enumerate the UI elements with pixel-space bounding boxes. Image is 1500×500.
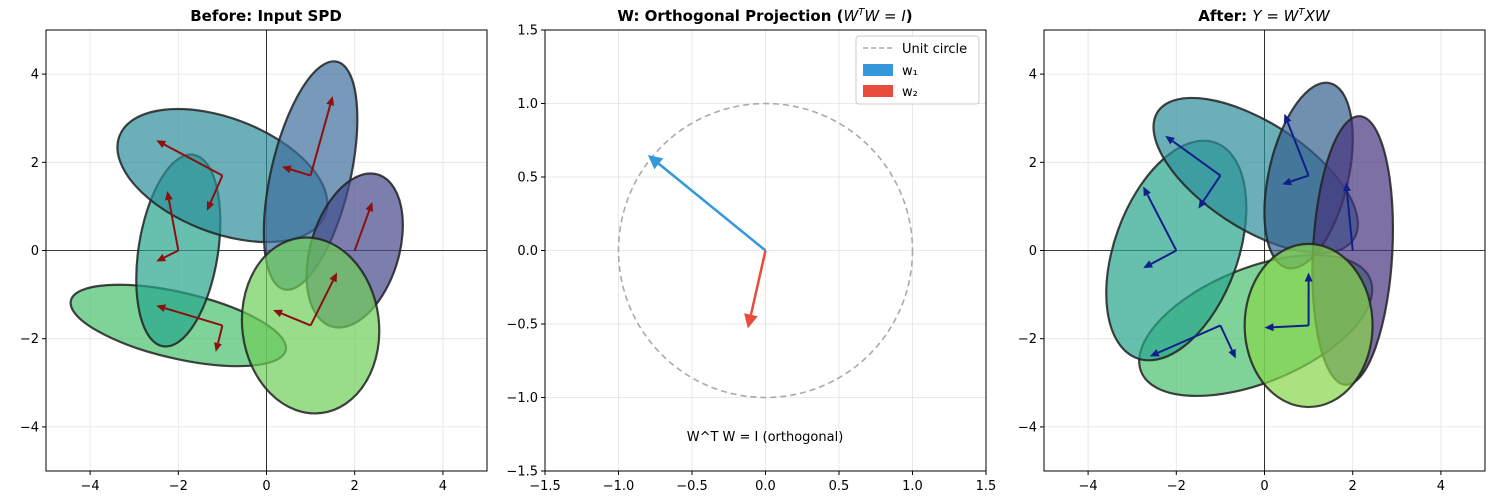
projection-arrowhead-w1 (647, 154, 664, 170)
projection-vector-w2 (749, 250, 767, 316)
eigenvector-arrow-8 (1290, 174, 1309, 183)
plot-area (1044, 30, 1485, 471)
y-tick-label: −4 (20, 420, 39, 435)
eigenvector-arrowhead-4 (1143, 260, 1154, 269)
eigenvector-arrowhead-11 (273, 309, 283, 318)
x-tick-label: 0.5 (829, 479, 850, 494)
eigenvector-arrow-11 (281, 312, 311, 327)
eigenvector-arrowhead-2 (214, 342, 222, 352)
eigenvector-arrow-8 (290, 168, 311, 177)
y-tick-label: 4 (1029, 68, 1037, 83)
panel-after-projection: −4 −2 0 2 4 −4 −2 0 2 4 (1018, 29, 1486, 494)
projection-vector-w1 (657, 162, 767, 252)
eigenvector-arrowhead-6 (206, 200, 215, 211)
x-tick-label: 1.0 (902, 479, 923, 494)
plot-area (617, 102, 914, 399)
eigenvector-arrowhead-11 (1264, 323, 1274, 332)
x-tick-label: 0 (262, 479, 270, 494)
legend: Unit circle w₁ w₂ (855, 35, 980, 105)
panel-orthogonal-projection: −1.5 −1.0 −0.5 0.0 0.5 1.0 1.5 −1.5 −1.0 −0.5 0.0 0… (506, 24, 996, 495)
y-tick-label: 4 (31, 68, 39, 83)
eigenvector-arrow-6 (209, 175, 224, 203)
x-tick-label: −4 (81, 479, 100, 494)
eigenvector-arrow-11 (1273, 324, 1309, 329)
x-tick-label: −1.5 (529, 479, 561, 494)
y-tick-label: 2 (1029, 156, 1037, 171)
x-tick-label: 4 (439, 479, 447, 494)
x-tick-label: 0.0 (755, 479, 776, 494)
legend-w2-label: w₂ (902, 85, 918, 100)
eigenvector-arrowhead-9 (1342, 182, 1351, 192)
projection-arrowhead-w2 (744, 313, 758, 329)
panel-1-title: Before: Input SPD (190, 7, 342, 25)
eigenvector-arrowhead-5 (1165, 135, 1175, 145)
x-tick-label: −2 (1167, 479, 1186, 494)
eigenvector-arrowhead-10 (329, 272, 338, 283)
eigenvector-arrow-1 (164, 307, 223, 327)
eigenvector-arrow-7 (1286, 121, 1310, 176)
eigenvector-arrowhead-8 (1282, 177, 1292, 186)
eigenvector-arrow-4 (163, 249, 179, 259)
legend-w2-swatch (863, 85, 893, 97)
eigenvector-arrowhead-1 (156, 304, 167, 313)
eigenvector-arrowhead-5 (156, 140, 167, 149)
x-tick-label: 2 (351, 479, 359, 494)
eigenvector-arrow-10 (309, 280, 334, 326)
eigenvector-arrowhead-7 (326, 96, 335, 106)
eigenvector-arrow-5 (163, 143, 223, 177)
eigenvector-arrowhead-4 (156, 253, 167, 262)
eigenvector-arrow-9 (353, 210, 371, 251)
x-tick-label: −1.0 (603, 479, 635, 494)
y-tick-label: −1.5 (506, 465, 538, 480)
y-tick-label: −2 (20, 332, 39, 347)
y-tick-label: 0 (31, 244, 39, 259)
eigenvector-arrowhead-3 (164, 190, 173, 201)
x-tick-label: 1.5 (976, 479, 997, 494)
y-tick-label: 0.5 (517, 171, 538, 186)
x-tick-label: −0.5 (676, 479, 708, 494)
panel-3-title: After: Y = WTXW (1198, 7, 1331, 25)
eigenvector-arrow-2 (216, 325, 224, 344)
eigenvector-arrowhead-8 (281, 165, 292, 174)
panel-2-title: W: Orthogonal Projection (WTW = I) (617, 7, 912, 25)
eigenvector-arrowhead-6 (1198, 198, 1207, 209)
panel-before-input-spd: −4 −2 0 2 4 −4 −2 0 2 4 (20, 29, 488, 494)
eigenvector-arrow-4 (1150, 249, 1177, 265)
plot-area (46, 30, 487, 471)
eigenvector-arrowhead-7 (1283, 113, 1292, 124)
y-tick-label: 0.0 (517, 244, 538, 259)
eigenvector-arrowhead-9 (365, 201, 374, 212)
eigenvector-arrow-3 (1146, 194, 1178, 251)
x-tick-label: 0 (1260, 479, 1268, 494)
y-tick-label: 2 (31, 156, 39, 171)
eigenvector-arrowhead-1 (1149, 349, 1160, 357)
y-tick-label: −1.0 (506, 391, 538, 406)
orthogonality-annotation: W^T W = I (orthogonal) (687, 430, 844, 445)
unit-circle (617, 102, 914, 399)
eigenvector-arrowhead-3 (1143, 186, 1151, 197)
x-tick-label: 2 (1349, 479, 1357, 494)
x-tick-label: −4 (1079, 479, 1098, 494)
y-tick-label: 1.0 (517, 97, 538, 112)
eigenvector-arrow-7 (309, 104, 332, 176)
y-tick-label: 0 (1029, 244, 1037, 259)
y-tick-label: −4 (1018, 420, 1037, 435)
x-tick-label: 4 (1437, 479, 1445, 494)
legend-unit-circle-label: Unit circle (902, 42, 967, 57)
eigenvector-arrowhead-2 (1228, 348, 1236, 359)
y-tick-label: −0.5 (506, 318, 538, 333)
eigenvector-arrow-5 (1171, 140, 1221, 177)
eigenvector-arrow-1 (1157, 324, 1221, 354)
legend-w1-swatch (863, 64, 893, 76)
eigenvector-arrow-9 (1345, 191, 1354, 251)
x-tick-label: −2 (169, 479, 188, 494)
eigenvector-arrow-2 (1219, 325, 1233, 351)
eigenvector-arrow-6 (1202, 174, 1222, 202)
y-tick-label: −2 (1018, 332, 1037, 347)
legend-w1-label: w₁ (902, 64, 918, 79)
y-tick-label: 1.5 (517, 24, 538, 39)
eigenvector-arrowhead-10 (1304, 272, 1313, 282)
eigenvector-arrow-3 (167, 199, 180, 251)
